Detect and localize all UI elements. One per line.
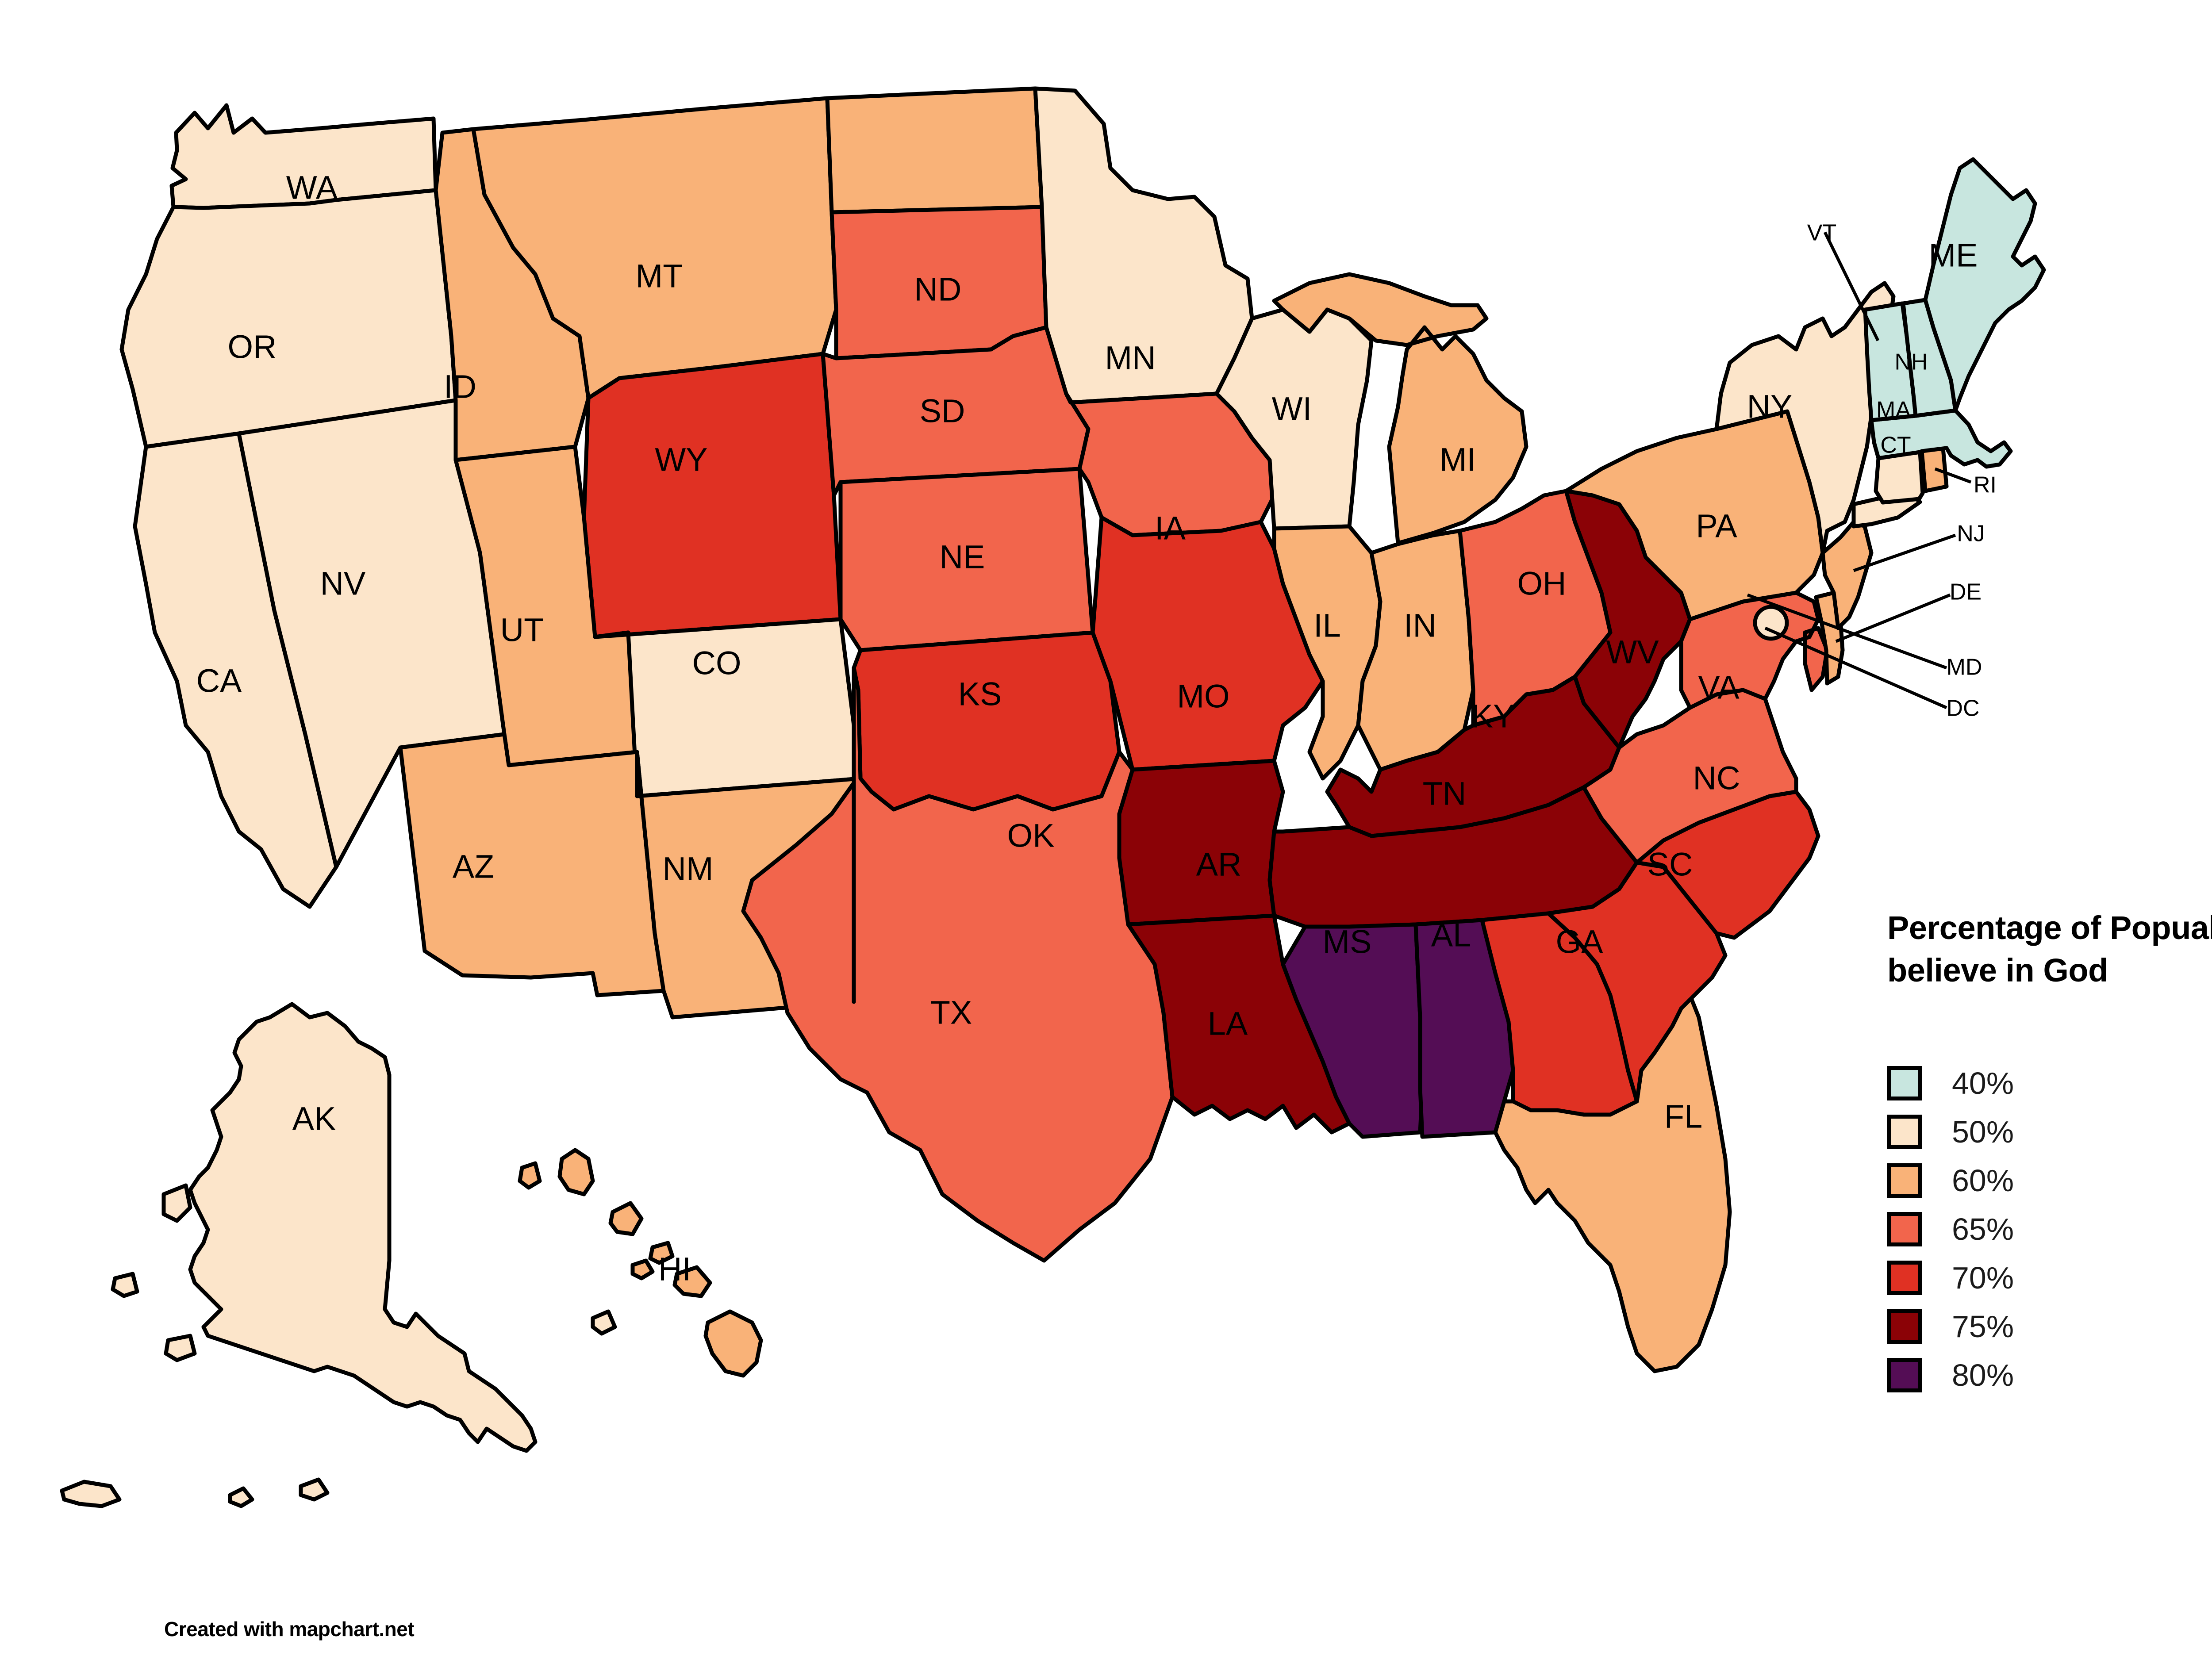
attribution-text: Created with mapchart.net [164, 1618, 415, 1641]
legend-swatch [1887, 1115, 1922, 1150]
state-label-MA: MA [1876, 397, 1911, 423]
state-label-OH: OH [1517, 565, 1567, 602]
state-label-HI: HI [658, 1251, 691, 1288]
leader-line-MD [1747, 593, 1947, 670]
state-shape-ME[interactable] [1923, 157, 2046, 413]
state-shape-AZ[interactable] [398, 732, 666, 997]
state-label-AZ: AZ [453, 848, 495, 885]
state-label-MO: MO [1177, 678, 1229, 715]
state-label-MN: MN [1105, 340, 1156, 376]
state-label-NH: NH [1894, 349, 1928, 375]
state-label-CT: CT [1880, 433, 1911, 458]
state-label-WY: WY [655, 441, 707, 478]
state-label-IA: IA [1155, 510, 1186, 547]
state-label-OR: OR [228, 329, 277, 365]
state-label-SC: SC [1647, 846, 1693, 883]
state-label-NE: NE [940, 539, 985, 575]
leader-line-DC [1764, 626, 1947, 709]
state-shape-PA[interactable] [1564, 409, 1825, 621]
legend-swatch [1887, 1261, 1922, 1296]
legend-row[interactable]: 40% [1887, 1059, 2212, 1108]
state-label-MD: MD [1947, 655, 1982, 680]
legend-items-list: 40% 50% 60% 65% 70% 75% 80% [1887, 1059, 2212, 1399]
state-shape-AK[interactable] [60, 1002, 617, 1508]
legend-swatch [1887, 1163, 1922, 1198]
state-label-AR: AR [1196, 846, 1242, 883]
legend-row[interactable]: 80% [1887, 1351, 2212, 1399]
state-shape-MA[interactable] [1869, 408, 2013, 469]
state-label-OK: OK [1007, 817, 1055, 854]
state-label-AK: AK [292, 1100, 336, 1137]
state-label-NM: NM [662, 851, 713, 887]
state-label-NY: NY [1747, 388, 1793, 425]
state-label-GA: GA [1556, 924, 1604, 960]
map-legend: Percentage of Popualtion who believe in … [1887, 907, 2212, 1399]
legend-swatch [1887, 1212, 1922, 1247]
state-label-NV: NV [320, 565, 366, 602]
state-label-IL: IL [1313, 607, 1341, 644]
state-label-VA: VA [1698, 669, 1740, 706]
state-label-MT: MT [636, 258, 683, 295]
state-shape-VA[interactable] [1582, 688, 1798, 865]
state-shape-HI[interactable] [518, 1148, 763, 1378]
state-label-MI: MI [1440, 441, 1476, 478]
state-label-TN: TN [1423, 775, 1467, 812]
legend-label: 80% [1952, 1358, 2014, 1393]
legend-label: 60% [1952, 1163, 2014, 1198]
state-label-PA: PA [1696, 508, 1737, 544]
state-label-ME: ME [1929, 237, 1978, 274]
legend-swatch [1887, 1309, 1922, 1344]
leader-line-NJ [1853, 533, 1956, 572]
state-label-WI: WI [1272, 391, 1312, 427]
state-label-WV: WV [1606, 634, 1659, 671]
state-label-KS: KS [958, 676, 1002, 713]
state-label-CO: CO [692, 645, 741, 682]
state-label-DC: DC [1946, 696, 1979, 721]
state-label-RI: RI [1974, 472, 1997, 498]
legend-swatch [1887, 1066, 1922, 1101]
state-label-FL: FL [1664, 1098, 1702, 1135]
state-label-ND: ND [914, 271, 962, 308]
state-label-SD: SD [920, 393, 965, 429]
leader-line-RI [1934, 467, 1972, 484]
state-label-IN: IN [1404, 607, 1436, 644]
state-label-VT: VT [1807, 220, 1836, 246]
state-label-WA: WA [286, 169, 338, 206]
state-label-KY: KY [1471, 698, 1515, 735]
state-label-LA: LA [1208, 1005, 1248, 1042]
state-label-MS: MS [1323, 924, 1372, 960]
state-label-DE: DE [1950, 579, 1982, 605]
legend-label: 70% [1952, 1261, 2014, 1296]
legend-label: 65% [1952, 1212, 2014, 1247]
state-label-NC: NC [1693, 760, 1740, 797]
legend-title: Percentage of Popualtion who believe in … [1887, 909, 2212, 989]
state-label-TX: TX [930, 994, 972, 1031]
state-label-UT: UT [500, 612, 544, 648]
legend-row[interactable]: 50% [1887, 1108, 2212, 1156]
legend-label: 40% [1952, 1066, 2014, 1101]
state-label-NJ: NJ [1957, 521, 1985, 547]
state-shape-NJ[interactable] [1820, 520, 1874, 630]
state-label-AL: AL [1431, 917, 1471, 954]
state-shape-FL[interactable] [1493, 993, 1732, 1373]
state-label-ID: ID [444, 368, 476, 405]
state-shape-TX[interactable] [741, 666, 1175, 1263]
legend-label: 75% [1952, 1309, 2014, 1344]
state-shape-MI[interactable] [1272, 272, 1528, 545]
state-label-CA: CA [196, 663, 242, 699]
state-shape-MN[interactable] [1033, 86, 1254, 405]
legend-row[interactable]: 60% [1887, 1156, 2212, 1205]
state-shape-DC[interactable] [1753, 605, 1789, 641]
legend-label: 50% [1952, 1115, 2014, 1150]
legend-row[interactable]: 65% [1887, 1205, 2212, 1254]
state-shape-WA[interactable] [169, 103, 438, 210]
legend-row[interactable]: 75% [1887, 1302, 2212, 1351]
legend-row[interactable]: 70% [1887, 1254, 2212, 1302]
leader-line-VT [1823, 231, 1880, 341]
legend-swatch [1887, 1358, 1922, 1393]
